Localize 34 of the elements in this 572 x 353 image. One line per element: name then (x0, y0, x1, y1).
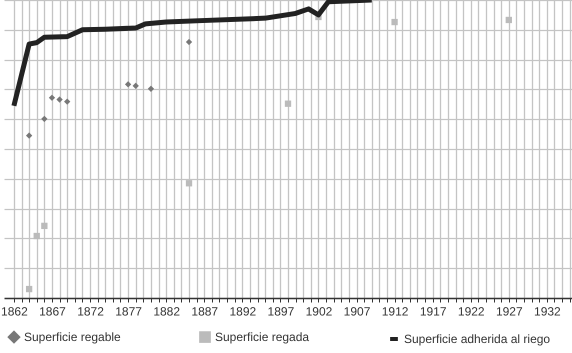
point (41, 116, 48, 122)
point (391, 18, 398, 26)
x-tick-label: 1912 (382, 304, 409, 318)
legend-label: Superficie adherida al riego (404, 332, 550, 346)
point (148, 86, 154, 92)
x-tick-label: 1902 (306, 304, 333, 318)
x-tick-label: 1862 (1, 304, 28, 318)
x-tick-label: 1892 (229, 304, 256, 318)
point (56, 96, 63, 103)
point (186, 38, 192, 46)
x-tick-label: 1907 (344, 304, 371, 318)
x-tick-label: 1882 (153, 304, 180, 318)
legend-label: Superficie regable (24, 330, 122, 344)
x-tick-label: 1927 (496, 304, 523, 318)
point (41, 222, 48, 230)
point (132, 82, 139, 89)
x-tick-label: 1897 (268, 304, 295, 318)
x-tick-label: 1872 (77, 304, 104, 318)
x-tick-label: 1887 (191, 304, 218, 318)
point (26, 132, 32, 139)
x-tick-label: 1922 (458, 304, 485, 318)
legend-label: Superficie regada (215, 330, 310, 344)
x-tick-label: 1917 (420, 304, 447, 318)
point (124, 81, 132, 88)
point (186, 180, 192, 186)
x-tick-label: 1867 (39, 304, 66, 318)
x-tick-label: 1932 (534, 304, 562, 318)
x-tick-label: 1877 (115, 304, 142, 318)
point (34, 232, 40, 240)
point (64, 98, 70, 105)
point (48, 94, 56, 101)
point (506, 16, 512, 24)
point (26, 286, 32, 292)
point (284, 100, 292, 107)
